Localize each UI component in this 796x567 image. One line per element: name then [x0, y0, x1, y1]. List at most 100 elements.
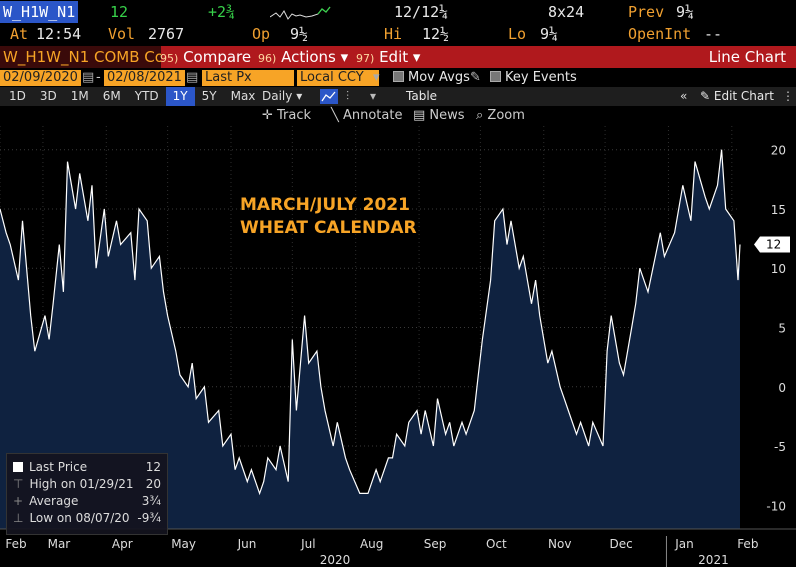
chart-type-caret-icon[interactable]: ▾: [370, 89, 377, 103]
legend-high-label: High on 01/29/21: [29, 477, 134, 491]
y-tick-label: 5: [778, 322, 786, 336]
key-events-checkbox[interactable]: [490, 71, 501, 82]
quote-time: 12:54: [36, 25, 82, 43]
svg-text:12: 12: [766, 238, 781, 252]
period-1y[interactable]: 1Y: [165, 87, 195, 106]
bar-chart-icon[interactable]: ⫶: [346, 89, 350, 103]
last-price-tag: 12: [754, 236, 790, 253]
end-date-field[interactable]: 02/08/2021: [104, 70, 185, 86]
security-field[interactable]: W_H1W_N1 COMB Co: [0, 46, 161, 68]
period-1d[interactable]: 1D: [9, 89, 26, 103]
pencil-icon[interactable]: ✎: [470, 70, 481, 85]
annotate-button[interactable]: ╲ Annotate: [331, 108, 403, 123]
y-tick-label: 15: [771, 203, 786, 217]
year-label-2021: 2021: [698, 553, 729, 567]
legend-low-value: -9¾: [137, 511, 161, 525]
legend-avg-value: 3¾: [141, 494, 161, 508]
price-change: +2¾: [208, 3, 236, 21]
edit-num: 97): [356, 52, 375, 65]
ticker-symbol[interactable]: W_H1W_N1: [0, 1, 79, 23]
vol-value: 2767: [148, 25, 185, 43]
x-tick-label: Mar: [48, 537, 71, 551]
x-tick-label: Sep: [424, 537, 447, 551]
period-ytd[interactable]: YTD: [134, 89, 159, 103]
news-label: News: [429, 108, 465, 123]
zoom-button[interactable]: ⌕ Zoom: [476, 108, 525, 123]
period-6m[interactable]: 6M: [102, 89, 121, 103]
track-label: Track: [277, 108, 312, 123]
y-tick-label: 0: [778, 381, 786, 395]
period-max[interactable]: Max: [230, 89, 256, 103]
actions-button[interactable]: 96) Actions ▾: [258, 46, 348, 70]
x-tick-label: May: [171, 537, 196, 551]
legend-last-value: 12: [145, 460, 161, 474]
end-calendar-icon[interactable]: ▤: [186, 70, 199, 85]
legend-low-row: ⊥ Low on 08/07/20 -9¾: [13, 510, 161, 526]
legend-low-label: Low on 08/07/20: [29, 511, 130, 525]
chart-title-line-1: MARCH/JULY 2021: [240, 195, 410, 215]
compare-button[interactable]: 95) Compare: [160, 46, 251, 70]
x-tick-label: Jun: [237, 537, 257, 551]
start-date-field[interactable]: 02/09/2020: [0, 70, 81, 86]
vol-label: Vol: [108, 25, 136, 43]
edit-button[interactable]: 97) Edit ▾: [356, 46, 420, 70]
news-button[interactable]: ▤ News: [413, 108, 465, 123]
period-3d[interactable]: 3D: [39, 89, 57, 103]
y-tick-label: -5: [774, 440, 786, 454]
average-marker-icon: +: [13, 494, 24, 508]
price-line: [0, 149, 741, 496]
mov-avgs-toggle[interactable]: Mov Avgs: [393, 69, 470, 87]
line-chart-icon[interactable]: [320, 89, 338, 104]
high-value: 12½: [422, 25, 450, 43]
x-tick-label: Jul: [300, 537, 315, 551]
quote-row-1: W_H1W_N1 12 +2¾ 12/12¼ 8x24 Prev 9¼: [0, 1, 796, 23]
y-tick-label: -10: [766, 499, 786, 513]
legend-high-row: ⊤ High on 01/29/21 20: [13, 476, 161, 492]
period-1m[interactable]: 1M: [70, 89, 89, 103]
edit-chart-label: Edit Chart: [713, 89, 774, 103]
collapse-icon[interactable]: «: [680, 89, 688, 103]
field-select[interactable]: Last Px: [202, 70, 294, 86]
year-label-2020: 2020: [320, 553, 351, 567]
period-buttons: 1D 3D 1M 6M YTD 1Y 5Y Max: [2, 87, 262, 106]
x-tick-label: Jan: [674, 537, 694, 551]
at-label: At: [10, 25, 29, 43]
open-value: 9½: [290, 25, 309, 43]
x-tick-label: Oct: [486, 537, 507, 551]
mov-avgs-label: Mov Avgs: [408, 70, 470, 85]
more-options-icon[interactable]: ⋮: [782, 89, 794, 103]
mov-avgs-checkbox[interactable]: [393, 71, 404, 82]
currency-select[interactable]: Local CCY: [297, 70, 379, 86]
view-title: Line Chart: [708, 48, 786, 66]
x-tick-label: Apr: [112, 537, 133, 551]
frequency-label: Daily: [262, 89, 293, 103]
command-bar: W_H1W_N1 COMB Co 95) Compare 96) Actions…: [0, 46, 796, 68]
open-label: Op: [252, 25, 271, 43]
x-tick-label: Nov: [548, 537, 571, 551]
edit-chart-button[interactable]: ✎ Edit Chart: [700, 89, 774, 103]
last-price-swatch: [13, 462, 23, 472]
openint-label: OpenInt: [628, 25, 692, 43]
x-tick-label: Aug: [360, 537, 383, 551]
prev-value: 9¼: [676, 3, 695, 21]
start-calendar-icon[interactable]: ▤: [82, 70, 95, 85]
x-tick-label: Dec: [609, 537, 632, 551]
low-marker-icon: ⊥: [13, 511, 24, 525]
x-tick-label: Feb: [737, 537, 758, 551]
chart-legend[interactable]: Last Price 12 ⊤ High on 01/29/21 20 + Aver…: [6, 453, 168, 535]
quote-row-2: At 12:54 Vol 2767 Op 9½ Hi 12½ Lo 9¼ Ope…: [0, 23, 796, 45]
period-5y[interactable]: 5Y: [201, 89, 217, 103]
frequency-select[interactable]: Daily ▾: [262, 89, 303, 103]
compare-num: 95): [160, 52, 179, 65]
y-tick-label: 20: [771, 144, 786, 158]
openint-value: --: [704, 25, 723, 43]
chart-toolbar: ✛ Track ╲ Annotate ▤ News ⌕ Zoom: [0, 106, 796, 126]
currency-caret-icon[interactable]: ▾: [373, 70, 380, 85]
period-bar: 1D 3D 1M 6M YTD 1Y 5Y Max Daily ▾ ⫶ ▾ Table « ✎…: [0, 87, 796, 106]
key-events-toggle[interactable]: Key Events: [490, 69, 577, 87]
y-tick-label: 10: [771, 262, 786, 276]
track-button[interactable]: ✛ Track: [262, 108, 312, 123]
low-value: 9¼: [540, 25, 559, 43]
high-label: Hi: [384, 25, 403, 43]
table-button[interactable]: Table: [406, 89, 438, 103]
